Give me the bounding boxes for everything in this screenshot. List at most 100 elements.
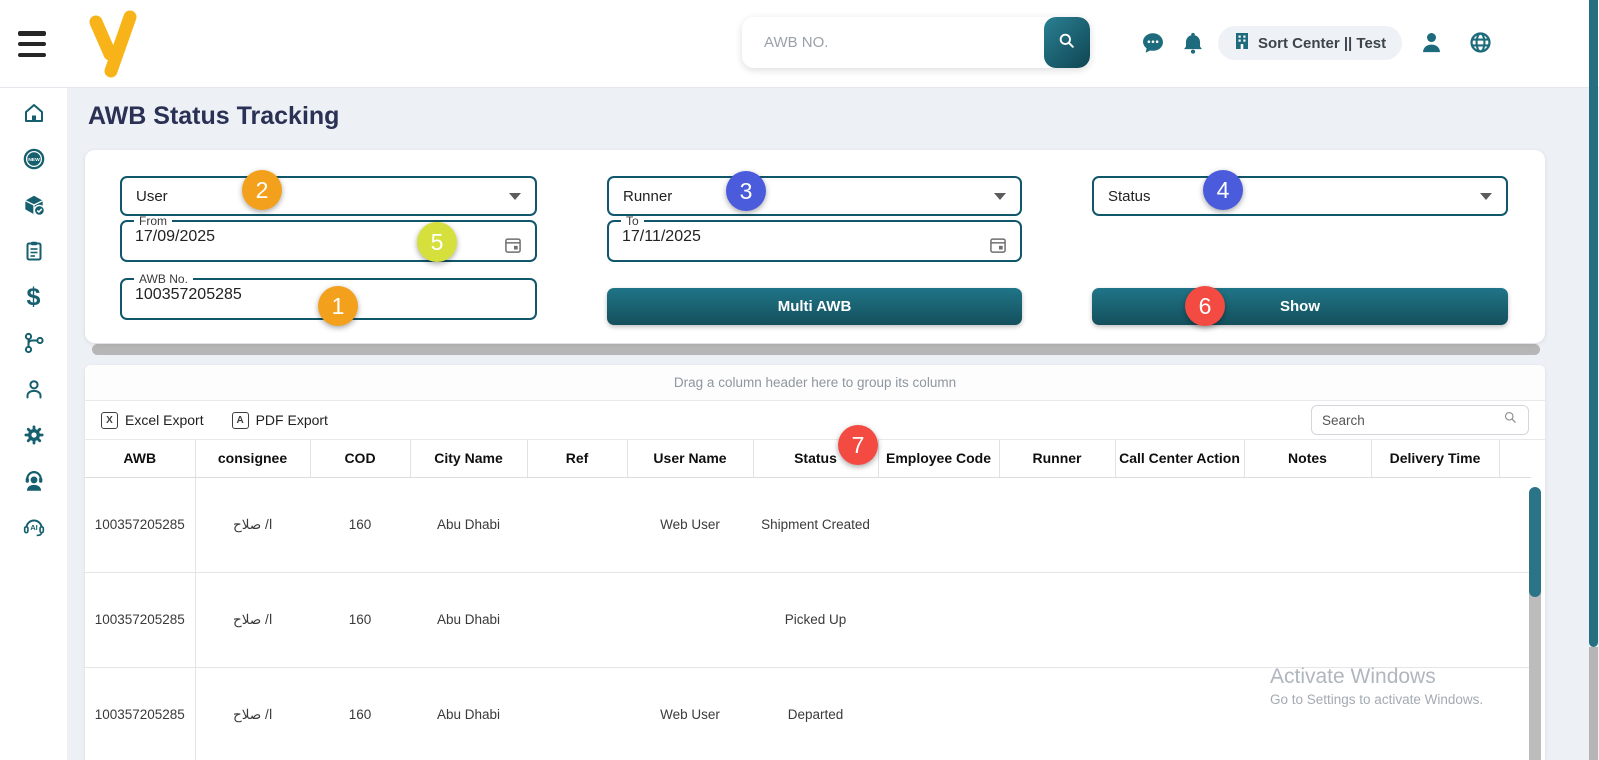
cell-call_center_action	[1115, 477, 1244, 573]
column-header-ref[interactable]: Ref	[527, 440, 628, 478]
cell-city_name: Abu Dhabi	[410, 667, 527, 760]
v-logo[interactable]	[84, 10, 142, 78]
table-vscrollbar-thumb[interactable]	[1529, 487, 1541, 597]
column-header-employee_code[interactable]: Employee Code	[878, 440, 1000, 478]
to-date-label: To	[626, 214, 639, 228]
cell-call_center_action	[1115, 667, 1244, 760]
cell-employee_code	[878, 477, 999, 573]
column-header-user_name[interactable]: User Name	[627, 440, 754, 478]
cell-call_center_action	[1115, 572, 1244, 668]
package-check-icon[interactable]	[21, 192, 47, 218]
cell-status: Shipment Created	[753, 477, 878, 573]
user-dropdown-label: User	[136, 187, 168, 205]
step-badge-1: 1	[318, 286, 358, 326]
cell-spacer	[1499, 667, 1531, 760]
page-scrollbar-track[interactable]	[1589, 647, 1598, 760]
column-header-spacer[interactable]	[1499, 440, 1531, 478]
cell-consignee: ا/ صلاح	[195, 667, 310, 760]
cell-cod: 160	[310, 667, 410, 760]
cell-employee_code	[878, 572, 999, 668]
hamburger-menu[interactable]	[18, 31, 46, 57]
column-header-city_name[interactable]: City Name	[410, 440, 528, 478]
awb-search-input[interactable]	[742, 17, 1044, 68]
column-header-call_center_action[interactable]: Call Center Action	[1115, 440, 1245, 478]
watermark-line2: Go to Settings to activate Windows.	[1270, 692, 1484, 707]
chat-bubble-icon[interactable]	[1140, 30, 1166, 56]
step-badge-5: 5	[417, 222, 457, 262]
workspace-label: Sort Center || Test	[1258, 34, 1387, 52]
support-agent-icon[interactable]	[21, 468, 47, 494]
column-header-cod[interactable]: COD	[310, 440, 411, 478]
cell-delivery_time	[1371, 572, 1499, 668]
column-header-awb[interactable]: AWB	[85, 440, 196, 478]
chevron-down-icon	[994, 192, 1006, 200]
excel-export-button[interactable]: X Excel Export	[101, 411, 204, 429]
status-dropdown[interactable]: Status	[1092, 176, 1508, 216]
filter-panel: User Runner Status From To AWB No. Multi…	[85, 150, 1545, 343]
cell-awb: 100357205285	[85, 477, 196, 573]
notifications-bell-icon[interactable]	[1180, 30, 1206, 56]
column-header-runner[interactable]: Runner	[999, 440, 1116, 478]
step-badge-7: 7	[838, 425, 878, 465]
cell-awb: 100357205285	[85, 667, 196, 760]
column-header-consignee[interactable]: consignee	[195, 440, 311, 478]
runner-dropdown[interactable]: Runner	[607, 176, 1022, 216]
cell-status: Departed	[753, 667, 878, 760]
status-dropdown-label: Status	[1108, 187, 1151, 205]
ai-assistant-icon[interactable]: AI	[21, 514, 47, 540]
pdf-export-button[interactable]: A PDF Export	[231, 411, 328, 429]
grid-search-input[interactable]	[1322, 412, 1503, 428]
show-button[interactable]: Show	[1092, 288, 1508, 325]
finance-dollar-icon[interactable]: $	[26, 282, 41, 311]
table-vscrollbar-track[interactable]	[1529, 591, 1541, 760]
cell-city_name: Abu Dhabi	[410, 572, 527, 668]
step-badge-3: 3	[726, 171, 766, 211]
multi-awb-button[interactable]: Multi AWB	[607, 288, 1022, 325]
group-by-dropzone: Drag a column header here to group its c…	[85, 365, 1545, 401]
cell-user_name: Web User	[627, 667, 753, 760]
new-badge-icon[interactable]: NEW	[21, 146, 47, 172]
pdf-export-label: PDF Export	[255, 412, 328, 428]
calendar-icon[interactable]	[988, 235, 1008, 255]
search-button[interactable]	[1044, 17, 1090, 68]
person-icon[interactable]	[21, 376, 47, 402]
cell-city_name: Abu Dhabi	[410, 477, 527, 573]
calendar-icon[interactable]	[503, 235, 523, 255]
user-profile-icon[interactable]	[1418, 29, 1444, 55]
user-dropdown[interactable]: User	[120, 176, 537, 216]
to-date-input[interactable]	[609, 228, 939, 252]
table-row[interactable]: 100357205285 ا/ صلاح 160 Abu Dhabi Web User D…	[85, 667, 1531, 760]
activate-windows-watermark: Activate Windows Go to Settings to activ…	[1270, 665, 1483, 707]
cell-cod: 160	[310, 477, 410, 573]
search-icon	[1057, 31, 1077, 54]
from-date-label: From	[139, 214, 167, 228]
chevron-down-icon	[509, 192, 521, 200]
table-header-row: AWB consignee COD City Name Ref User Name Stat…	[85, 440, 1531, 478]
cell-status: Picked Up	[753, 572, 878, 668]
filter-panel-hscrollbar[interactable]	[92, 344, 1540, 355]
cell-consignee: ا/ صلاح	[195, 572, 310, 668]
column-header-delivery_time[interactable]: Delivery Time	[1371, 440, 1500, 478]
awb-no-input[interactable]	[122, 286, 452, 310]
cell-runner	[999, 477, 1115, 573]
excel-icon: X	[101, 411, 118, 429]
clipboard-icon[interactable]	[21, 238, 47, 264]
workflow-branch-icon[interactable]	[21, 330, 47, 356]
pdf-icon: A	[231, 411, 249, 429]
cell-notes	[1244, 667, 1371, 760]
excel-export-label: Excel Export	[125, 412, 204, 428]
settings-gear-icon[interactable]	[21, 422, 47, 448]
page-scrollbar-thumb[interactable]	[1589, 0, 1598, 647]
cell-ref	[527, 667, 627, 760]
from-date-input[interactable]	[122, 228, 452, 252]
workspace-selector[interactable]: Sort Center || Test	[1218, 26, 1403, 60]
grid-toolbar: X Excel Export A PDF Export	[85, 401, 1545, 440]
column-header-notes[interactable]: Notes	[1244, 440, 1372, 478]
table-row[interactable]: 100357205285 ا/ صلاح 160 Abu Dhabi Web User S…	[85, 477, 1531, 573]
step-badge-4: 4	[1203, 170, 1243, 210]
table-row[interactable]: 100357205285 ا/ صلاح 160 Abu Dhabi Picked Up	[85, 572, 1531, 668]
language-globe-icon[interactable]	[1468, 30, 1494, 56]
cell-runner	[999, 572, 1115, 668]
home-icon[interactable]	[21, 100, 47, 126]
header-search	[742, 17, 1090, 68]
